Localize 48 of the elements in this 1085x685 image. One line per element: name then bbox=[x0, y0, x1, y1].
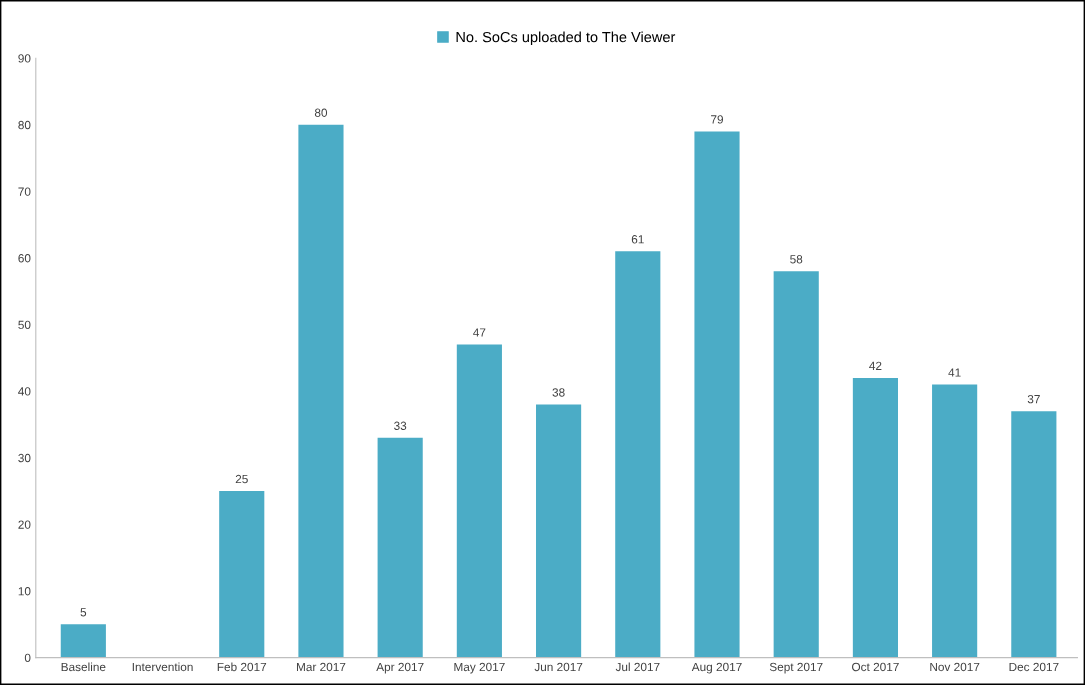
bar bbox=[219, 491, 265, 658]
data-label: 38 bbox=[552, 388, 565, 397]
bar bbox=[852, 377, 898, 658]
x-tick-label: Intervention bbox=[132, 662, 193, 672]
y-tick-label: 40 bbox=[18, 387, 31, 396]
data-label: 41 bbox=[948, 368, 961, 377]
x-tick-label: Feb 2017 bbox=[217, 662, 267, 672]
bar bbox=[932, 384, 978, 658]
x-tick-label: Mar 2017 bbox=[296, 662, 346, 672]
bar bbox=[615, 251, 661, 658]
data-label: 79 bbox=[711, 115, 724, 124]
bar bbox=[773, 271, 819, 658]
data-label: 33 bbox=[394, 421, 407, 430]
x-tick-label: Sept 2017 bbox=[769, 662, 823, 674]
y-tick-label: 50 bbox=[18, 320, 31, 330]
bar bbox=[377, 437, 423, 658]
y-tick-label: 20 bbox=[18, 520, 31, 529]
data-label: 58 bbox=[790, 255, 803, 264]
bar bbox=[60, 624, 106, 658]
y-tick-label: 0 bbox=[24, 653, 31, 662]
y-tick-label: 10 bbox=[18, 587, 31, 596]
y-tick-label: 90 bbox=[18, 54, 31, 63]
y-tick-label: 60 bbox=[18, 254, 31, 263]
bar bbox=[298, 124, 344, 658]
data-label: 61 bbox=[631, 235, 644, 244]
bar bbox=[1011, 411, 1057, 658]
data-label: 42 bbox=[869, 361, 882, 370]
bar bbox=[456, 344, 502, 658]
x-tick-label: Baseline bbox=[61, 662, 106, 672]
x-tick-label: Oct 2017 bbox=[852, 662, 899, 672]
data-label: 5 bbox=[80, 608, 87, 617]
data-label: 47 bbox=[473, 328, 486, 337]
x-tick-label: May 2017 bbox=[454, 662, 505, 674]
y-tick-label: 80 bbox=[18, 120, 31, 130]
x-tick-label: Jun 2017 bbox=[534, 662, 583, 672]
bar bbox=[536, 404, 582, 658]
y-tick-label: 30 bbox=[18, 453, 31, 463]
data-label: 25 bbox=[235, 474, 248, 484]
data-label: 80 bbox=[314, 108, 328, 117]
x-tick-label: Apr 2017 bbox=[376, 662, 424, 674]
x-tick-label: Dec 2017 bbox=[1009, 662, 1059, 672]
y-tick-label: 70 bbox=[18, 187, 31, 196]
x-tick-label: Nov 2017 bbox=[930, 662, 980, 672]
legend-label: No. SoCs uploaded to The Viewer bbox=[456, 31, 676, 46]
bar bbox=[694, 131, 740, 658]
x-tick-label: Aug 2017 bbox=[691, 662, 742, 674]
x-tick-label: Jul 2017 bbox=[615, 662, 660, 672]
data-label: 37 bbox=[1027, 394, 1040, 404]
